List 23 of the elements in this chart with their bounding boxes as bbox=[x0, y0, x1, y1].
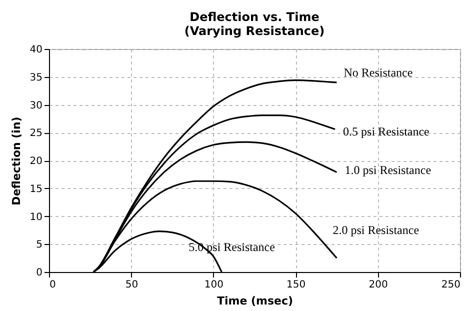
y-axis-title: Deflection (in) bbox=[10, 116, 23, 206]
y-tick-label: 5 bbox=[36, 240, 42, 251]
y-tick-label: 10 bbox=[30, 212, 42, 223]
y-tick-label: 0 bbox=[36, 268, 42, 278]
series-label: 1.0 psi Resistance bbox=[344, 163, 432, 178]
series-label: 2.0 psi Resistance bbox=[332, 223, 420, 238]
y-tick-label: 30 bbox=[30, 100, 42, 112]
y-tick-label: 35 bbox=[30, 72, 42, 84]
x-axis-title: Time (msec) bbox=[216, 294, 294, 308]
y-tick-label: 25 bbox=[30, 128, 42, 140]
y-tick-label: 15 bbox=[30, 184, 42, 195]
series-label: 0.5 psi Resistance bbox=[343, 124, 430, 138]
x-tick-label: 250 bbox=[441, 280, 460, 290]
x-tick-label: 200 bbox=[368, 280, 388, 290]
y-tick-label: 20 bbox=[30, 156, 42, 167]
x-tick-label: 50 bbox=[125, 280, 138, 290]
chart-title: Deflection vs. Time bbox=[190, 10, 320, 24]
x-tick-label: 150 bbox=[286, 280, 306, 290]
x-tick-label: 0 bbox=[50, 280, 56, 290]
y-tick-label: 40 bbox=[30, 44, 42, 56]
chart-subtitle: (Varying Resistance) bbox=[184, 24, 325, 38]
series-label: No Resistance bbox=[344, 65, 413, 80]
x-tick-label: 100 bbox=[204, 280, 224, 290]
